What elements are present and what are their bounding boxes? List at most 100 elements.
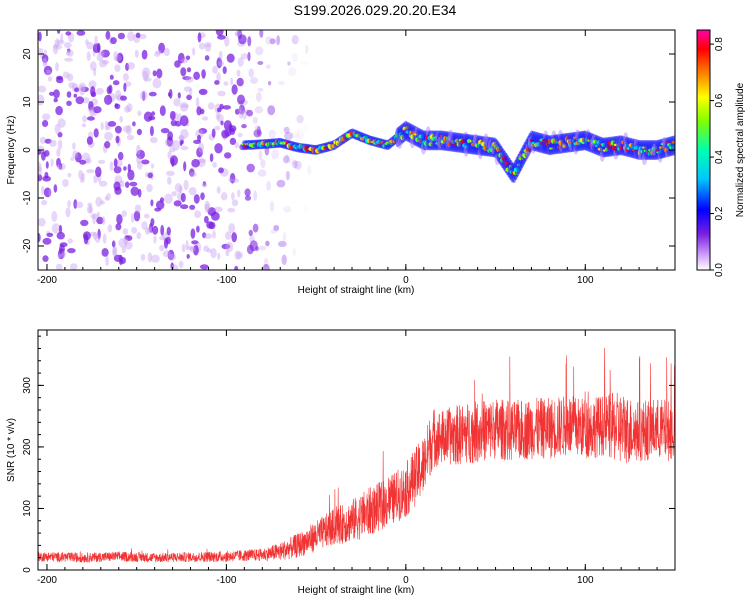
noise-blob [258,245,267,251]
noise-blob [281,254,287,266]
noise-blob [282,232,287,243]
noise-blob [70,156,75,162]
noise-blob [47,76,53,82]
noise-blob [169,147,176,153]
noise-blob [278,240,287,248]
noise-blob [38,85,47,93]
noise-blob [104,196,109,201]
noise-blob [159,236,166,241]
noise-blob [198,128,208,134]
noise-blob [198,88,208,96]
noise-blob [117,151,124,161]
noise-blob [268,81,272,86]
noise-blob [155,50,162,55]
noise-blob [43,65,53,76]
noise-blob [202,181,207,187]
noise-blob [223,81,229,86]
noise-blob [86,41,94,50]
noise-blob [136,128,142,136]
noise-blob [305,44,309,54]
noise-blob [84,158,92,164]
noise-blob [57,118,66,128]
noise-blob [218,50,223,61]
snr-axes: -200 -100 0 100 0 100 200 300 [22,330,676,586]
noise-blob [98,59,108,68]
noise-blob [215,113,221,120]
noise-blob [258,150,263,161]
noise-blob [66,91,72,98]
noise-blob [180,192,186,203]
noise-blob [182,76,192,81]
noise-blob [147,252,153,263]
noise-blob [41,199,48,206]
noise-blob [252,223,259,233]
noise-blob [88,80,97,89]
noise-blob [230,77,234,86]
noise-blob [51,211,58,222]
noise-blob [269,38,276,45]
noise-blob [204,200,211,211]
noise-blob [81,123,87,128]
noise-blob [191,158,200,168]
noise-blob [115,135,120,144]
noise-blob [144,227,150,235]
noise-blob [55,105,63,116]
noise-blob [177,92,181,99]
noise-blob [43,187,52,198]
noise-blob [265,240,270,247]
noise-blob [86,51,91,61]
noise-blob [178,135,185,140]
noise-blob [189,168,195,177]
noise-blob [67,200,71,208]
noise-blob [196,147,203,158]
noise-blob [142,91,146,102]
colorbar-label: Normalized spectral amplitude [735,82,746,217]
noise-blob [129,181,138,187]
noise-blob [232,178,240,183]
noise-blob [160,224,165,236]
noise-blob [122,228,129,235]
noise-blob [269,201,275,212]
noise-blob [62,71,70,79]
noise-blob [228,177,232,183]
noise-blob [66,100,72,107]
noise-blob [255,46,264,56]
noise-blob [217,90,226,97]
noise-blob [254,106,264,114]
noise-blob [38,174,43,182]
noise-blob [67,73,74,82]
noise-blob [107,121,117,127]
noise-blob [170,119,177,127]
noise-blob [125,235,133,242]
noise-blob [134,204,142,213]
noise-blob [189,204,196,210]
noise-blob [82,97,90,104]
noise-blob [241,124,247,129]
noise-blob [38,48,44,54]
noise-blob [116,54,123,63]
noise-blob [185,76,194,83]
noise-blob [137,110,142,117]
noise-blob [114,64,121,72]
noise-blob [39,136,47,144]
noise-blob [112,246,118,256]
noise-blob [110,37,117,45]
noise-blob [89,107,95,117]
noise-blob [105,30,111,40]
noise-blob [113,166,122,174]
y-tick-label: -20 [22,238,33,253]
noise-blob [166,170,175,176]
colorbar-tick-label: 0.0 [714,263,725,277]
noise-blob [149,136,158,144]
noise-blob [59,242,68,248]
noise-blob [113,181,121,191]
y-tick-label: 0 [22,567,33,573]
noise-blob [141,221,148,230]
noise-blob [46,232,54,237]
noise-blob [214,125,221,131]
noise-blob [53,44,63,50]
noise-blob [120,257,126,264]
noise-blob [169,253,177,261]
noise-blob [121,210,127,218]
